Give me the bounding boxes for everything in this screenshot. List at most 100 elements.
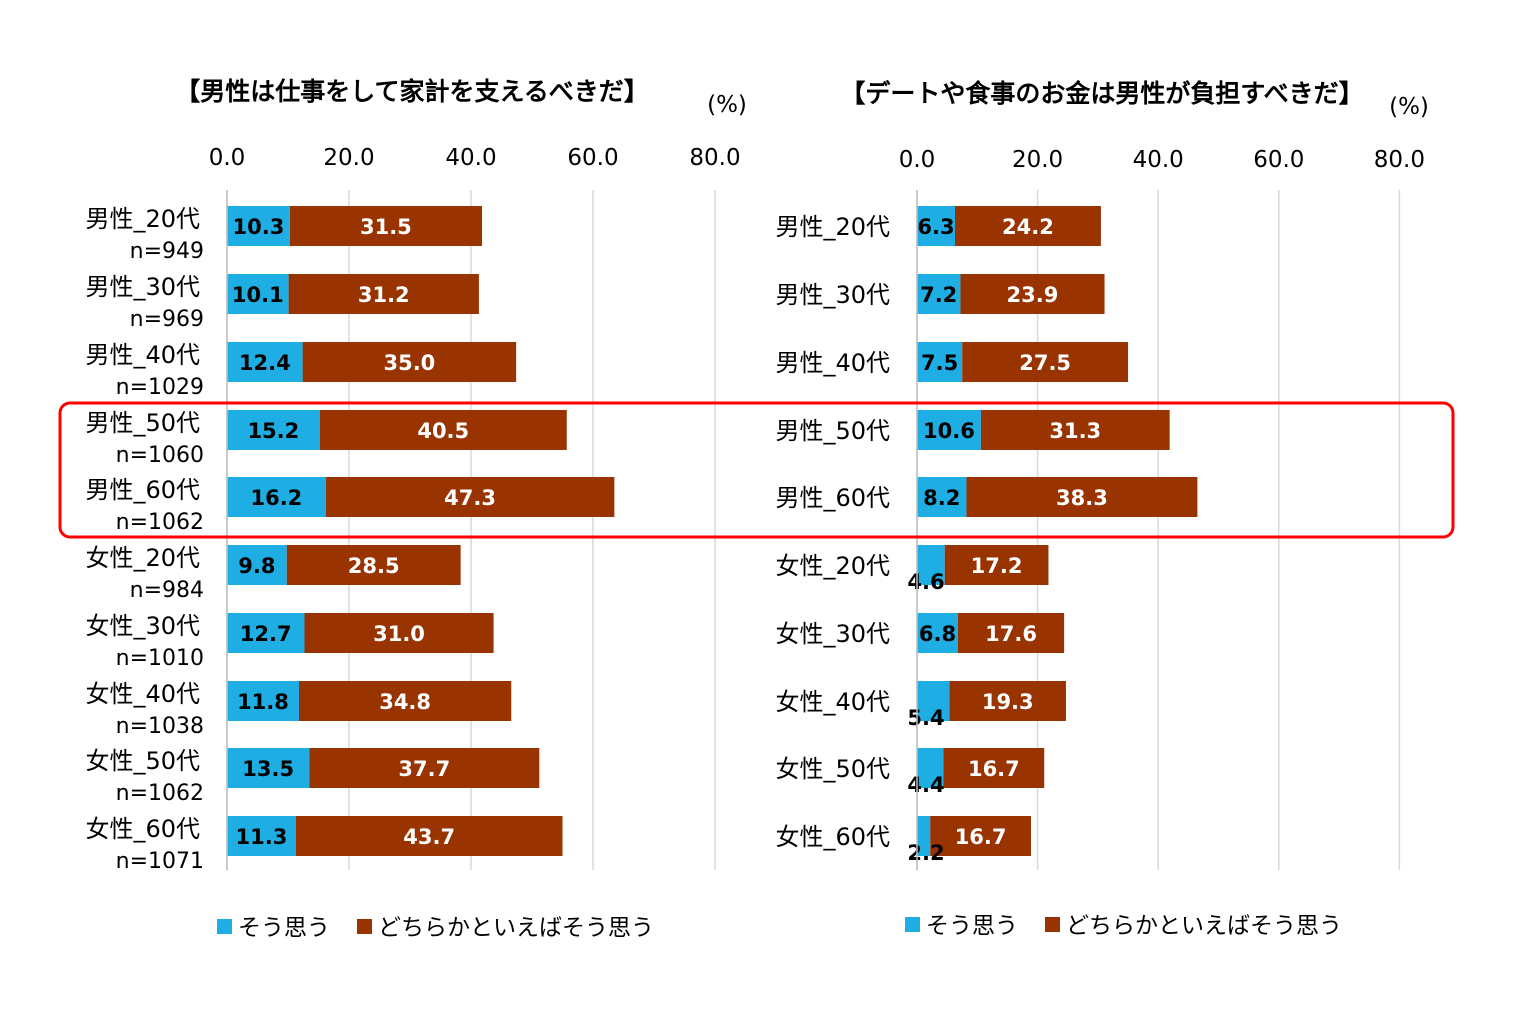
bar-segment-dochiraka xyxy=(295,816,563,856)
data-label-so-omou: 7.2 xyxy=(920,283,957,307)
category-label: 男性_60代 xyxy=(775,484,890,512)
legend-swatch-dochiraka xyxy=(1045,917,1060,932)
sample-size-label: n=1062 xyxy=(116,781,204,806)
bar-segment-dochiraka xyxy=(325,477,615,517)
bar-segment-dochiraka xyxy=(954,206,1101,246)
category-label: 男性_30代 xyxy=(85,273,200,301)
category-label: 女性_20代 xyxy=(85,544,200,572)
bar-segment-so-omou xyxy=(917,410,981,450)
bar-segment-dochiraka xyxy=(302,342,517,382)
bar-segment-so-omou xyxy=(227,613,305,653)
legend-swatch-so-omou xyxy=(905,917,920,932)
bar-segment-so-omou xyxy=(227,410,320,450)
chart-title: 【デートや食事のお金は男性が負担すべきだ】 xyxy=(840,79,1363,108)
bar-segment-dochiraka xyxy=(286,545,461,585)
category-label: 女性_50代 xyxy=(85,747,200,775)
x-tick-label: 0.0 xyxy=(899,147,936,173)
legend-swatch-so-omou xyxy=(217,919,232,934)
category-label: 女性_60代 xyxy=(85,815,200,843)
data-label-so-omou: 6.3 xyxy=(917,215,954,239)
data-label-so-omou: 10.6 xyxy=(923,419,975,443)
left-panel: 【男性は仕事をして家計を支えるべきだ】 (%) 0.0 20.0 40.0 60.0 80.… xyxy=(85,77,746,941)
sample-size-label: n=1029 xyxy=(116,375,204,400)
category-label: 女性_30代 xyxy=(85,612,200,640)
data-label-dochiraka: 19.3 xyxy=(982,690,1034,714)
x-tick-label: 40.0 xyxy=(1133,147,1184,173)
data-label-so-omou: 11.8 xyxy=(237,690,289,714)
data-label-so-omou: 11.3 xyxy=(236,825,288,849)
legend-label-so-omou: そう思う xyxy=(926,913,1018,939)
sample-size-label: n=1071 xyxy=(116,849,204,874)
bar-segment-dochiraka xyxy=(958,613,1065,653)
data-label-dochiraka: 17.2 xyxy=(971,554,1023,578)
bar-segment-so-omou xyxy=(227,477,326,517)
bar-segment-so-omou xyxy=(917,613,959,653)
data-label-dochiraka: 16.7 xyxy=(968,757,1020,781)
data-label-so-omou: 9.8 xyxy=(238,554,275,578)
category-label: 男性_20代 xyxy=(775,213,890,241)
bar-segment-dochiraka xyxy=(289,206,482,246)
data-label-dochiraka: 16.7 xyxy=(955,825,1007,849)
data-label-so-omou: 6.8 xyxy=(919,622,956,646)
data-label-dochiraka: 17.6 xyxy=(985,622,1037,646)
data-label-so-omou: 4.4 xyxy=(907,773,944,797)
x-tick-label: 20.0 xyxy=(323,145,374,171)
category-label: 男性_30代 xyxy=(775,281,890,309)
data-label-dochiraka: 31.3 xyxy=(1049,419,1101,443)
x-tick-label: 60.0 xyxy=(567,145,618,171)
bar-segment-so-omou xyxy=(227,206,290,246)
legend-swatch-dochiraka xyxy=(357,919,372,934)
bar-segment-dochiraka xyxy=(319,410,567,450)
data-label-so-omou: 5.4 xyxy=(907,706,944,730)
data-label-so-omou: 12.7 xyxy=(240,622,292,646)
data-label-so-omou: 2.2 xyxy=(907,841,944,865)
bar-segment-so-omou xyxy=(917,477,967,517)
category-label: 女性_30代 xyxy=(775,620,890,648)
data-label-dochiraka: 27.5 xyxy=(1019,351,1071,375)
category-label: 男性_20代 xyxy=(85,205,200,233)
x-tick-label: 40.0 xyxy=(445,145,496,171)
data-label-dochiraka: 40.5 xyxy=(417,419,469,443)
data-label-so-omou: 4.6 xyxy=(907,570,944,594)
data-label-so-omou: 13.5 xyxy=(242,757,294,781)
bar-segment-dochiraka xyxy=(298,681,512,721)
category-label: 女性_60代 xyxy=(775,823,890,851)
bar-segment-dochiraka xyxy=(949,681,1066,721)
bar-segment-dochiraka xyxy=(980,410,1170,450)
bar-segment-so-omou xyxy=(917,206,955,246)
x-tick-label: 80.0 xyxy=(1374,147,1425,173)
highlight-box xyxy=(58,401,1455,539)
unit-label: (%) xyxy=(707,92,747,118)
x-tick-label: 0.0 xyxy=(209,145,246,171)
chart-title: 【男性は仕事をして家計を支えるべきだ】 xyxy=(175,77,649,106)
category-label: 女性_40代 xyxy=(775,688,890,716)
category-label: 女性_40代 xyxy=(85,680,200,708)
bar-segment-dochiraka xyxy=(304,613,494,653)
bar-segment-so-omou xyxy=(227,274,289,314)
sample-size-label: n=1060 xyxy=(116,443,204,468)
bar-segment-so-omou xyxy=(227,545,287,585)
right-panel: 【デートや食事のお金は男性が負担すべきだ】 (%) 0.0 20.0 40.0 60.0 8… xyxy=(775,79,1428,939)
data-label-dochiraka: 35.0 xyxy=(383,351,435,375)
data-label-so-omou: 8.2 xyxy=(923,486,960,510)
bar-segment-so-omou xyxy=(917,274,961,314)
sample-size-label: n=949 xyxy=(130,239,204,264)
bar-segment-dochiraka xyxy=(966,477,1198,517)
bar-segment-so-omou xyxy=(227,748,310,788)
sample-size-label: n=1010 xyxy=(116,646,204,671)
data-label-so-omou: 12.4 xyxy=(239,351,291,375)
sample-size-label: n=984 xyxy=(130,578,204,603)
bar-segment-dochiraka xyxy=(943,748,1045,788)
data-label-so-omou: 16.2 xyxy=(250,486,302,510)
data-label-dochiraka: 23.9 xyxy=(1007,283,1059,307)
bar-segment-dochiraka xyxy=(930,816,1031,856)
legend-label-so-omou: そう思う xyxy=(238,915,330,941)
bar-segment-dochiraka xyxy=(962,342,1129,382)
bar-segment-so-omou xyxy=(917,816,931,856)
data-label-dochiraka: 31.2 xyxy=(358,283,410,307)
data-label-so-omou: 10.3 xyxy=(233,215,285,239)
x-tick-label: 60.0 xyxy=(1253,147,1304,173)
data-label-dochiraka: 24.2 xyxy=(1002,215,1054,239)
bar-segment-so-omou xyxy=(917,681,950,721)
